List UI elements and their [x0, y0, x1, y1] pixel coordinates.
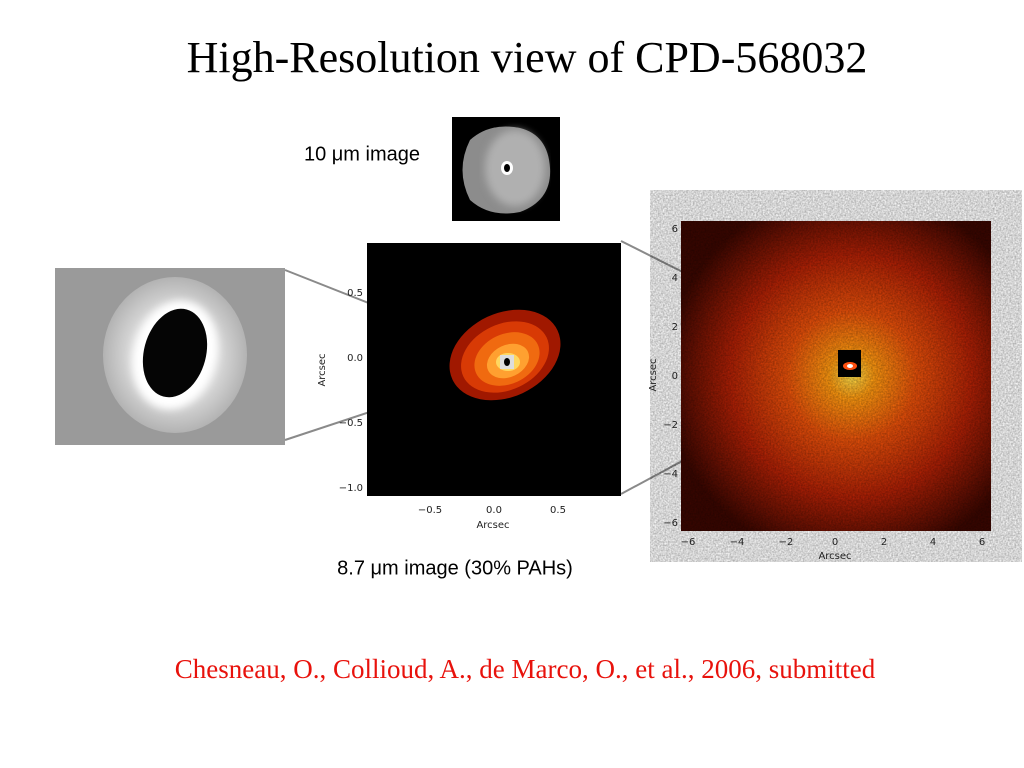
y-tick-label: 0 [672, 371, 678, 382]
x-tick-label: 2 [881, 537, 887, 548]
image-zoom [55, 268, 285, 445]
x-axis-label: Arcsec [818, 551, 851, 562]
x-tick-label: −0.5 [418, 505, 442, 516]
y-axis-label: Arcsec [648, 358, 659, 391]
y-tick-label: 2 [672, 322, 678, 333]
slide-title: High-Resolution view of CPD-568032 [187, 33, 868, 82]
image-label: 10 μm image [304, 143, 420, 165]
x-tick-label: −2 [779, 537, 794, 548]
y-tick-label: −6 [663, 518, 678, 529]
y-tick-label: 0.0 [347, 353, 363, 364]
y-tick-label: −1.0 [339, 483, 363, 494]
y-tick-label: 4 [672, 273, 678, 284]
y-tick-label: −4 [663, 469, 678, 480]
image-wide [681, 221, 991, 531]
x-tick-label: 0.5 [550, 505, 566, 516]
x-tick-label: 6 [979, 537, 985, 548]
x-tick-label: −6 [681, 537, 696, 548]
x-tick-label: 0.0 [486, 505, 502, 516]
x-axis-label: Arcsec [476, 520, 509, 531]
image-10um [452, 117, 560, 221]
x-tick-label: −4 [730, 537, 745, 548]
y-tick-label: −0.5 [339, 418, 363, 429]
y-tick-label: 0.5 [347, 288, 363, 299]
citation: Chesneau, O., Collioud, A., de Marco, O.… [175, 654, 876, 684]
image-label: 8.7 μm image (30% PAHs) [337, 557, 573, 579]
x-tick-label: 0 [832, 537, 838, 548]
image-8um [367, 243, 621, 496]
y-tick-label: 6 [672, 224, 678, 235]
x-tick-label: 4 [930, 537, 936, 548]
y-tick-label: −2 [663, 420, 678, 431]
y-axis-label: Arcsec [317, 353, 328, 386]
